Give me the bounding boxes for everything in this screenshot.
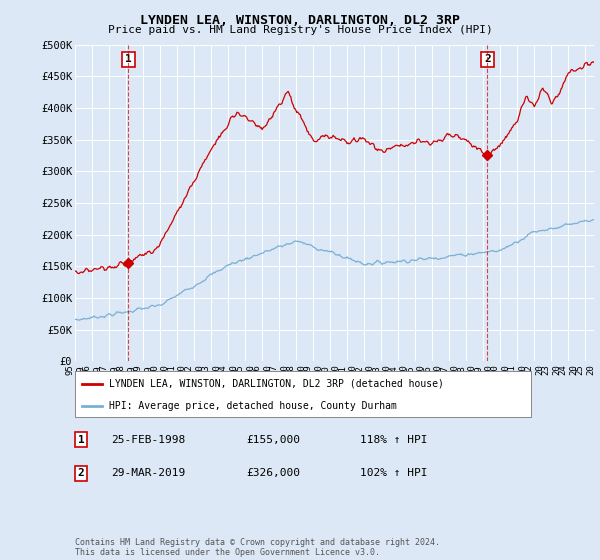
Text: LYNDEN LEA, WINSTON, DARLINGTON, DL2 3RP (detached house): LYNDEN LEA, WINSTON, DARLINGTON, DL2 3RP… xyxy=(109,379,444,389)
Text: 102% ↑ HPI: 102% ↑ HPI xyxy=(360,468,427,478)
Text: 1: 1 xyxy=(77,435,85,445)
Text: 29-MAR-2019: 29-MAR-2019 xyxy=(111,468,185,478)
Text: Price paid vs. HM Land Registry's House Price Index (HPI): Price paid vs. HM Land Registry's House … xyxy=(107,25,493,35)
Text: 1: 1 xyxy=(125,54,132,64)
Text: 118% ↑ HPI: 118% ↑ HPI xyxy=(360,435,427,445)
Text: 2: 2 xyxy=(484,54,491,64)
Text: LYNDEN LEA, WINSTON, DARLINGTON, DL2 3RP: LYNDEN LEA, WINSTON, DARLINGTON, DL2 3RP xyxy=(140,14,460,27)
Text: £155,000: £155,000 xyxy=(246,435,300,445)
Text: 25-FEB-1998: 25-FEB-1998 xyxy=(111,435,185,445)
Text: 2: 2 xyxy=(77,468,85,478)
Text: £326,000: £326,000 xyxy=(246,468,300,478)
Text: HPI: Average price, detached house, County Durham: HPI: Average price, detached house, Coun… xyxy=(109,401,397,410)
Text: Contains HM Land Registry data © Crown copyright and database right 2024.
This d: Contains HM Land Registry data © Crown c… xyxy=(75,538,440,557)
